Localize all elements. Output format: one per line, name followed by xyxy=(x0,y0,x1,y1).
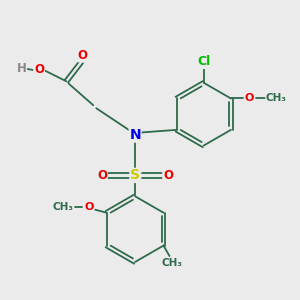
Text: O: O xyxy=(163,169,173,182)
Text: O: O xyxy=(97,169,107,182)
Text: H: H xyxy=(17,62,26,75)
Text: S: S xyxy=(130,168,140,182)
Text: O: O xyxy=(84,202,93,212)
Text: CH₃: CH₃ xyxy=(266,94,287,103)
Text: N: N xyxy=(129,128,141,142)
Text: O: O xyxy=(34,64,44,76)
Text: O: O xyxy=(78,49,88,62)
Text: CH₃: CH₃ xyxy=(161,258,182,268)
Text: Cl: Cl xyxy=(197,56,210,68)
Text: CH₃: CH₃ xyxy=(53,202,74,212)
Text: O: O xyxy=(245,94,254,103)
